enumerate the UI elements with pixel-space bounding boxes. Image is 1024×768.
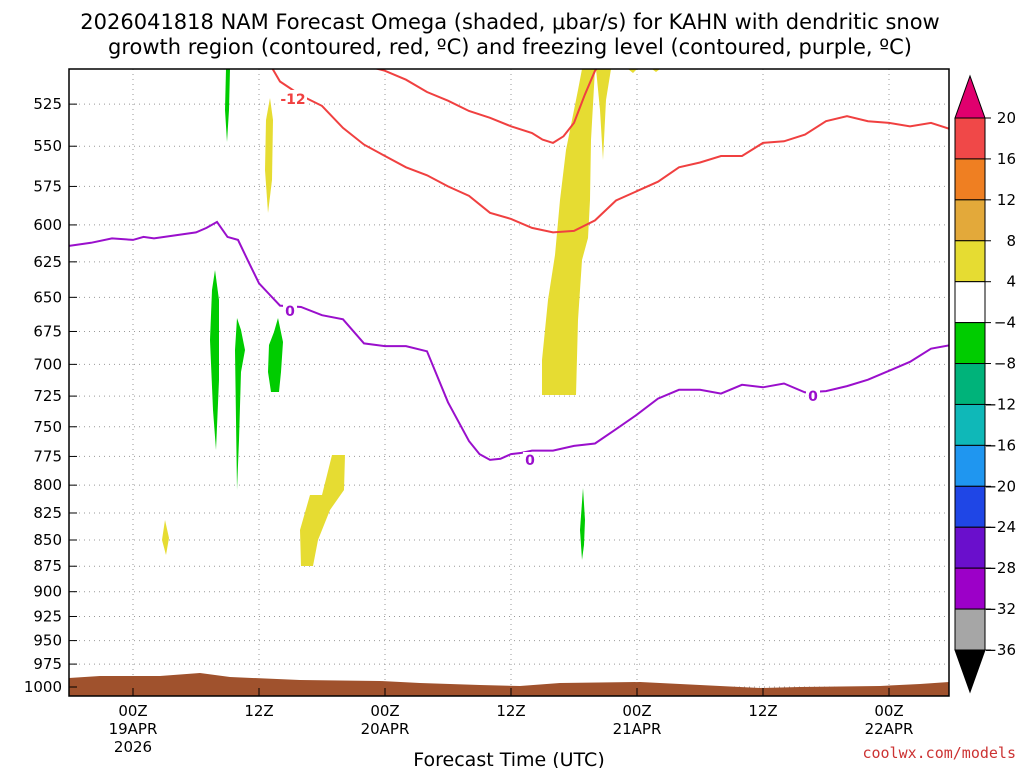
y-tick-label: 725 <box>33 387 62 405</box>
y-tick-label: 650 <box>33 288 62 306</box>
omega-shading <box>162 69 660 566</box>
y-tick-label: 600 <box>33 216 62 234</box>
omega-green-patch <box>210 270 219 450</box>
freezing-level-label: 0 <box>285 304 295 320</box>
colorbar-top-arrow <box>954 74 986 119</box>
y-tick-label: 900 <box>33 583 62 601</box>
x-tick-label: 2026 <box>114 738 152 756</box>
omega-yellow-patch <box>300 455 345 566</box>
colorbar-label: −12 <box>984 395 1016 413</box>
colorbar-label: 12 <box>997 191 1016 209</box>
y-tick-label: 575 <box>33 177 62 195</box>
x-tick-label: 00Z <box>622 702 651 720</box>
colorbar-label: 20 <box>997 109 1016 127</box>
colorbar-swatch <box>954 199 986 242</box>
y-tick-label: 825 <box>33 504 62 522</box>
omega-yellow-patch <box>265 98 273 213</box>
freezing-level-label: 0 <box>808 389 818 405</box>
terrain-surface <box>69 673 949 696</box>
y-tick-label: 525 <box>33 95 62 113</box>
credit-text: coolwx.com/models <box>862 744 1016 762</box>
colorbar-label: −24 <box>984 518 1016 536</box>
colorbar-swatch <box>954 322 986 365</box>
y-tick-label: 775 <box>33 447 62 465</box>
chart-title-line1: 2026041818 NAM Forecast Omega (shaded, μ… <box>80 10 939 34</box>
dgz-isotherm-lower <box>373 69 598 144</box>
colorbar-label: −36 <box>984 641 1016 659</box>
colorbar-swatch <box>954 526 986 569</box>
dgz-contour-label: -12 <box>280 92 305 108</box>
colorbar-label: 4 <box>1006 273 1016 291</box>
contours <box>69 69 949 461</box>
colorbar-bottom-arrow <box>954 649 986 694</box>
omega-yellow-patch <box>162 520 169 555</box>
x-tick-label: 22APR <box>865 720 914 738</box>
colorbar-swatch <box>954 444 986 487</box>
colorbar-label: −4 <box>994 314 1016 332</box>
y-tick-label: 950 <box>33 632 62 650</box>
colorbar-label: −20 <box>984 477 1016 495</box>
y-tick-label: 975 <box>33 655 62 673</box>
y-tick-label: 850 <box>33 531 62 549</box>
colorbar-label: −32 <box>984 600 1016 618</box>
colorbar-label: 16 <box>997 150 1016 168</box>
colorbar-label: −8 <box>994 355 1016 373</box>
chart-title-line2: growth region (contoured, red, ºC) and f… <box>108 35 912 59</box>
colorbar-swatch <box>954 240 986 283</box>
y-tick-label: 700 <box>33 355 62 373</box>
x-tick-label: 12Z <box>748 702 777 720</box>
omega-yellow-patch <box>628 69 637 73</box>
colorbar-swatch <box>954 608 986 651</box>
y-tick-label: 875 <box>33 557 62 575</box>
plot-frame <box>68 68 950 697</box>
colorbar-swatch <box>954 117 986 160</box>
omega-yellow-patch <box>596 69 611 160</box>
x-axis-label: Forecast Time (UTC) <box>413 749 604 768</box>
y-tick-label: 925 <box>33 607 62 625</box>
x-tick-label: 12Z <box>244 702 273 720</box>
freezing-level-label: 0 <box>525 453 535 469</box>
y-tick-label: 550 <box>33 137 62 155</box>
x-tick-label: 20APR <box>361 720 410 738</box>
omega-green-patch <box>268 318 283 392</box>
y-axis: 525 550 575 600 625 650 675 700 725 750 775 800 825 8… <box>24 95 77 696</box>
y-tick-label: 625 <box>33 253 62 271</box>
x-tick-label: 19APR <box>109 720 158 738</box>
x-tick-label: 00Z <box>874 702 903 720</box>
colorbar-swatch <box>954 567 986 610</box>
omega-green-patch <box>580 488 585 560</box>
y-tick-label: 800 <box>33 476 62 494</box>
x-tick-label: 00Z <box>118 702 147 720</box>
colorbar-label: 8 <box>1006 232 1016 250</box>
colorbar-label: −28 <box>984 559 1016 577</box>
x-tick-label: 12Z <box>496 702 525 720</box>
colorbar: 20 16 12 8 4 −4 −8 −12 −16 −20 −24 −28 −32 −36 <box>954 74 1016 694</box>
x-tick-label: 21APR <box>613 720 662 738</box>
omega-green-patch <box>225 69 230 142</box>
colorbar-swatch <box>954 363 986 405</box>
x-tick-label: 00Z <box>370 702 399 720</box>
contour-labels: -12 0 0 0 <box>279 90 820 469</box>
colorbar-swatch <box>954 485 986 528</box>
colorbar-swatch <box>954 158 986 201</box>
freezing-level-line <box>69 220 949 461</box>
colorbar-swatch <box>954 403 986 446</box>
y-tick-label: 1000 <box>24 678 62 696</box>
colorbar-swatch <box>954 281 986 324</box>
dgz-isotherm-upper <box>271 69 949 234</box>
omega-green-patch <box>235 318 245 490</box>
colorbar-label: −16 <box>984 436 1016 454</box>
grid-lines <box>69 69 949 696</box>
y-tick-label: 675 <box>33 322 62 340</box>
y-tick-label: 750 <box>33 418 62 436</box>
